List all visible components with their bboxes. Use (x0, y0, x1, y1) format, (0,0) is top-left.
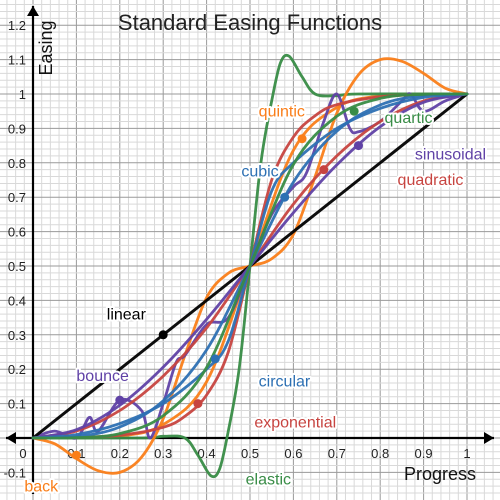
y-tick-label: 0.2 (8, 362, 26, 377)
x-tick-label: 0.5 (241, 446, 259, 461)
y-tick-label: 0.6 (8, 225, 26, 240)
y-tick-label: 1.2 (8, 18, 26, 33)
x-tick-label: 0.3 (154, 446, 172, 461)
chart-title: Standard Easing Functions (118, 10, 382, 35)
x-tick-label: 0.9 (415, 446, 433, 461)
y-tick-label: 0.1 (8, 397, 26, 412)
series-line-quartic (31, 92, 469, 440)
series-label-back: back (24, 478, 59, 495)
series-label-cubic: cubic (241, 164, 278, 181)
y-tick-label: 1.1 (8, 53, 26, 68)
y-tick-label: 0.3 (8, 328, 26, 343)
series-marker-sinusoidal (354, 141, 363, 151)
series-marker-quintic (297, 134, 307, 144)
x-tick-label: 1 (463, 446, 470, 461)
series-marker-back (71, 450, 81, 460)
series-label-exponential: exponential (254, 415, 336, 432)
series-marker-linear (158, 330, 168, 340)
series-label-linear: linear (107, 306, 147, 323)
series-markers (71, 106, 363, 460)
series-label-circular: circular (259, 373, 311, 390)
x-tick-label: 0 (19, 446, 26, 461)
y-tick-label: 0.8 (8, 156, 26, 171)
y-tick-label: -0.1 (4, 465, 26, 480)
series-labels: linear quadratic cubic quartic quintic sinuso… (22, 101, 488, 497)
y-axis-label: Easing (36, 20, 56, 75)
x-tick-label: 0.7 (328, 446, 346, 461)
x-tick-label: 0.6 (284, 446, 302, 461)
series-label-elastic: elastic (246, 471, 291, 488)
x-tick-label: 0.2 (111, 446, 129, 461)
series-marker-exponential (193, 399, 203, 409)
y-tick-label: 0.7 (8, 190, 26, 205)
series-marker-bounce (115, 395, 125, 405)
series-lines (31, 53, 469, 479)
series-label-sinusoidal: sinusoidal (415, 146, 486, 163)
series-label-quartic: quartic (385, 110, 433, 127)
y-tick-label: 0.5 (8, 259, 26, 274)
series-marker-quartic (349, 106, 359, 116)
series-marker-cubic (280, 192, 290, 202)
series-label-quintic: quintic (259, 103, 305, 120)
x-axis-arrow-left (6, 432, 16, 444)
y-tick-label: 0.4 (8, 293, 26, 308)
x-axis-arrow-right (484, 432, 494, 444)
y-tick-label: 1 (19, 87, 26, 102)
tick-labels: 00.10.20.30.40.50.60.70.80.91-0.10.10.20… (4, 18, 471, 480)
series-marker-circular (210, 354, 220, 364)
x-tick-label: 0.4 (198, 446, 216, 461)
x-axis-label: Progress (404, 464, 476, 484)
series-marker-quadratic (319, 165, 329, 175)
y-tick-label: 0.9 (8, 121, 26, 136)
y-axis-arrow-down (27, 484, 39, 494)
series-label-bounce: bounce (76, 368, 129, 385)
series-label-quadratic: quadratic (398, 172, 464, 189)
x-tick-label: 0.8 (371, 446, 389, 461)
y-axis-arrow-up (27, 6, 39, 16)
